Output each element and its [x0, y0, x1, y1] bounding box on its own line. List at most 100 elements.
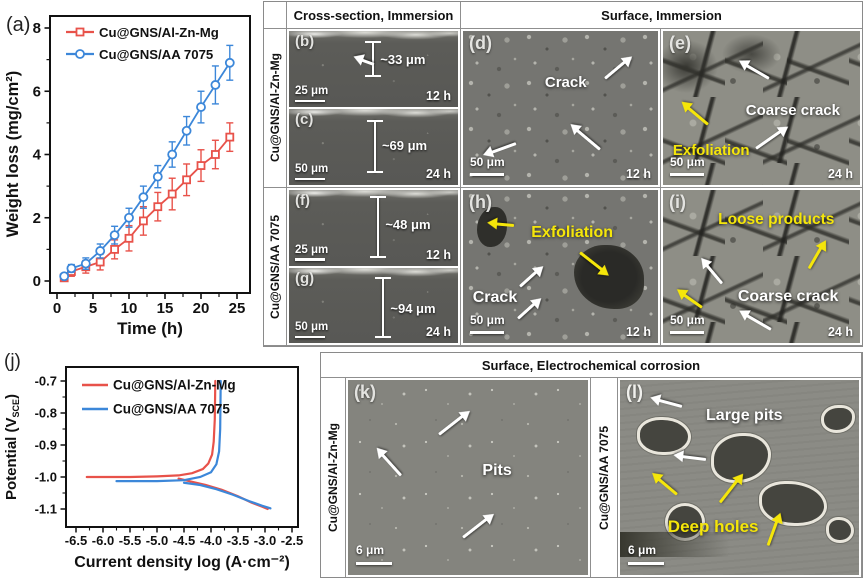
scale-bar-label: 50 μm — [670, 155, 705, 169]
sem-panel-c: (c) ~69 μm 50 μm 24 h — [289, 109, 458, 185]
svg-text:Potential (VSCE): Potential (VSCE) — [3, 394, 21, 500]
annotation-deep-holes: Deep holes — [667, 516, 759, 536]
svg-text:10: 10 — [121, 300, 138, 317]
annotation-crack: Crack — [472, 289, 518, 307]
row-label-k: Cu@GNS/Al-Zn-Mg — [321, 378, 345, 577]
cross-section-stack-2: (f) ~48 μm 25 μm 12 h (g) ~94 μm 50 μm 2… — [287, 188, 460, 345]
scale-bar-label: 50 μm — [470, 313, 505, 327]
row-label-text: Cu@GNS/AA 7075 — [597, 425, 611, 530]
arrow-icon — [380, 453, 402, 477]
svg-text:-6.0: -6.0 — [92, 533, 114, 548]
row-label-text: Cu@GNS/Al-Zn-Mg — [268, 53, 282, 163]
panel-letter: (l) — [626, 382, 643, 402]
sem-panel-e: (e) Coarse crack Exfoliation 50 μm 24 h — [663, 31, 860, 185]
depth-label: ~69 μm — [381, 137, 428, 153]
arrow-icon — [719, 479, 739, 504]
panel-j-letter: (j) — [4, 351, 21, 372]
annotation-coarse-crack: Coarse crack — [745, 101, 840, 119]
sem-panel-l: (l) Large pits Deep holes 6 μm — [620, 380, 859, 575]
time-label: 12 h — [625, 325, 651, 339]
depth-marker-icon — [364, 40, 381, 77]
panel-letter: (c) — [295, 111, 314, 128]
electro-table-header: Surface, Electrochemical corrosion — [321, 353, 861, 377]
svg-text:8: 8 — [33, 20, 41, 37]
cross-section-stack-1: (b) ~33 μm 25 μm 12 h (c) ~69 μm 50 μm 2… — [287, 29, 460, 187]
scale-bar-icon — [470, 331, 504, 334]
arrow-icon — [658, 478, 679, 496]
arrow-icon — [682, 455, 707, 461]
scale-bar-label: 50 μm — [670, 313, 705, 327]
sem-panel-i: (i) Loose products Coarse crack 50 μm 24… — [663, 190, 860, 343]
svg-text:Time (h): Time (h) — [117, 319, 183, 338]
svg-text:Cu@GNS/AA 7075: Cu@GNS/AA 7075 — [113, 402, 230, 417]
svg-text:-0.7: -0.7 — [35, 374, 57, 389]
pit-ring — [758, 481, 827, 527]
scale-bar-icon — [670, 331, 704, 334]
shadow-band — [620, 532, 730, 558]
depth-marker-icon — [366, 119, 383, 174]
arrow-icon — [683, 293, 704, 309]
scale-bar-icon — [295, 258, 325, 261]
panel-letter: (h) — [469, 192, 492, 212]
arrow-icon — [754, 129, 782, 150]
svg-text:5: 5 — [89, 300, 97, 317]
row-label-text: Cu@GNS/Al-Zn-Mg — [326, 422, 340, 532]
polarization-chart: -6.5 -6.0 -5.5 -5.0 -4.5 -4.0 -3.5 -3.0 -2.5 -0.7… — [3, 366, 303, 571]
electro-cell-k: (k) Pits 6 μm — [346, 378, 590, 577]
scale-bar-icon — [295, 177, 325, 180]
sem-panel-b: (b) ~33 μm 25 μm 12 h — [289, 31, 458, 107]
arrow-icon — [807, 246, 823, 269]
annotation-coarse-crack: Coarse crack — [737, 287, 839, 305]
panel-letter: (k) — [354, 382, 376, 402]
svg-text:-5.5: -5.5 — [119, 533, 141, 548]
row-label-aa7075: Cu@GNS/AA 7075 — [264, 188, 286, 345]
svg-text:-3.5: -3.5 — [227, 533, 249, 548]
surface-cell-d: (d) Crack 50 μm 12 h — [461, 29, 660, 187]
svg-text:-1.0: -1.0 — [35, 470, 57, 485]
arrow-icon — [705, 263, 724, 285]
sem-panel-k: (k) Pits 6 μm — [348, 380, 588, 575]
arrow-icon — [438, 414, 464, 436]
annotation-crack: Crack — [544, 74, 587, 92]
electro-cell-l: (l) Large pits Deep holes 6 μm — [618, 378, 861, 577]
svg-text:-1.1: -1.1 — [35, 502, 57, 517]
arrow-icon — [687, 107, 710, 127]
time-label: 12 h — [425, 89, 451, 103]
scale-bar-icon — [628, 562, 664, 565]
arrow-icon — [490, 141, 517, 154]
svg-text:-4.5: -4.5 — [173, 533, 195, 548]
weight-loss-chart: 0 5 10 15 20 25 0 2 4 6 8 Cu@GNS/Al-Zn-Mg Cu@GNS/AA … — [4, 15, 251, 338]
scale-bar-label: 50 μm — [470, 155, 505, 169]
sem-panel-f: (f) ~48 μm 25 μm 12 h — [289, 190, 458, 266]
surface-cell-e: (e) Coarse crack Exfoliation 50 μm 24 h — [661, 29, 862, 187]
scale-bar-label: 6 μm — [356, 543, 385, 557]
svg-text:-2.5: -2.5 — [281, 533, 303, 548]
svg-text:0: 0 — [33, 273, 41, 290]
row-label-l: Cu@GNS/AA 7075 — [591, 378, 617, 577]
depth-marker-icon — [369, 196, 386, 258]
time-label: 24 h — [827, 325, 853, 339]
svg-text:Cu@GNS/Al-Zn-Mg: Cu@GNS/Al-Zn-Mg — [113, 378, 236, 393]
depth-label: ~48 μm — [385, 217, 431, 233]
column-header-surface-immersion: Surface, Immersion — [461, 2, 862, 28]
panel-letter: (e) — [669, 33, 691, 53]
polarization-chart-panel: (j) -6.5 -6.0 -5.5 -5.0 -4.5 -4.0 -3.5 -3.0 -2.5… — [2, 349, 318, 578]
panel-letter: (f) — [295, 192, 310, 209]
time-label: 24 h — [425, 325, 451, 339]
scale-bar-label: 6 μm — [628, 543, 657, 557]
panel-letter: (g) — [295, 269, 315, 287]
svg-text:Weight loss (mg/cm²): Weight loss (mg/cm²) — [4, 71, 22, 238]
svg-text:-0.8: -0.8 — [35, 406, 57, 421]
pit-ring — [636, 417, 691, 456]
scale-bar-label: 50 μm — [295, 163, 329, 175]
svg-text:-4.0: -4.0 — [200, 533, 222, 548]
scale-bar-icon — [670, 173, 704, 176]
arrow-icon — [516, 302, 535, 320]
time-label: 24 h — [827, 167, 853, 181]
pit-ring — [825, 516, 854, 543]
arrow-icon — [462, 517, 488, 539]
svg-text:-5.0: -5.0 — [146, 533, 168, 548]
panel-letter: (b) — [295, 33, 315, 50]
scale-bar-label: 50 μm — [295, 321, 329, 333]
